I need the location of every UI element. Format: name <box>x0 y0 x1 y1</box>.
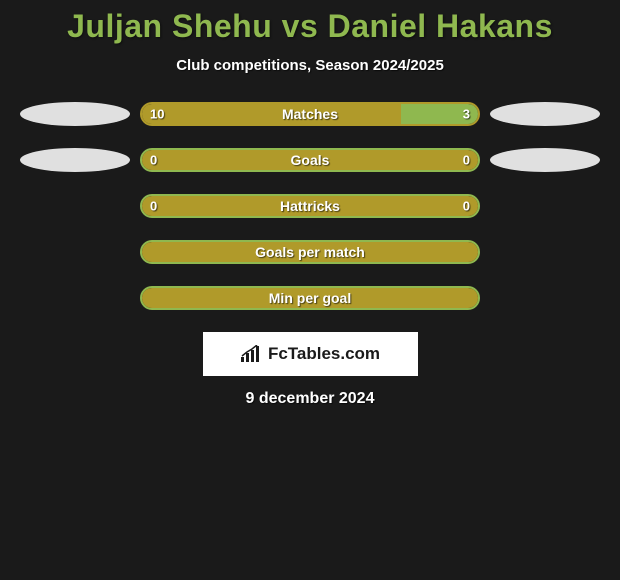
page-title: Juljan Shehu vs Daniel Hakans <box>0 8 620 45</box>
stat-row: Matches 10 3 <box>0 102 620 126</box>
stat-row: Goals 0 0 <box>0 148 620 172</box>
player-marker-left <box>20 286 130 310</box>
right-ellipse-slot <box>480 102 610 126</box>
subtitle: Club competitions, Season 2024/2025 <box>0 57 620 74</box>
stat-row: Goals per match <box>0 240 620 264</box>
stat-value-right: 0 <box>463 199 470 214</box>
stat-value-left: 0 <box>150 153 157 168</box>
left-ellipse-slot <box>10 286 140 310</box>
player-marker-left <box>20 194 130 218</box>
right-ellipse-slot <box>480 194 610 218</box>
player-marker-left <box>20 240 130 264</box>
player-marker-right <box>490 194 600 218</box>
stat-label: Goals per match <box>255 244 365 260</box>
stat-row: Min per goal <box>0 286 620 310</box>
stat-rows: Matches 10 3 Goals 0 0 Hattricks 0 0 Goals per ma… <box>0 102 620 310</box>
branding-text: FcTables.com <box>268 344 380 364</box>
stat-value-left: 10 <box>150 107 164 122</box>
right-ellipse-slot <box>480 240 610 264</box>
comparison-card: Juljan Shehu vs Daniel Hakans Club compe… <box>0 0 620 408</box>
left-ellipse-slot <box>10 102 140 126</box>
chart-icon <box>240 345 262 363</box>
bar-segment-left <box>142 104 401 124</box>
stat-value-left: 0 <box>150 199 157 214</box>
stat-value-right: 0 <box>463 153 470 168</box>
left-ellipse-slot <box>10 240 140 264</box>
stat-row: Hattricks 0 0 <box>0 194 620 218</box>
date-label: 9 december 2024 <box>0 390 620 408</box>
stat-label: Hattricks <box>280 198 340 214</box>
left-ellipse-slot <box>10 194 140 218</box>
right-ellipse-slot <box>480 148 610 172</box>
stat-bar: Min per goal <box>140 286 480 310</box>
stat-label: Min per goal <box>269 290 351 306</box>
stat-bar: Goals per match <box>140 240 480 264</box>
player-marker-right <box>490 102 600 126</box>
right-ellipse-slot <box>480 286 610 310</box>
stat-label: Matches <box>282 106 338 122</box>
stat-bar: Goals 0 0 <box>140 148 480 172</box>
player-marker-left <box>20 102 130 126</box>
left-ellipse-slot <box>10 148 140 172</box>
branding-badge[interactable]: FcTables.com <box>203 332 418 376</box>
player-marker-left <box>20 148 130 172</box>
stat-value-right: 3 <box>463 107 470 122</box>
player-marker-right <box>490 286 600 310</box>
stat-label: Goals <box>291 152 330 168</box>
stat-bar: Matches 10 3 <box>140 102 480 126</box>
stat-bar: Hattricks 0 0 <box>140 194 480 218</box>
player-marker-right <box>490 240 600 264</box>
player-marker-right <box>490 148 600 172</box>
